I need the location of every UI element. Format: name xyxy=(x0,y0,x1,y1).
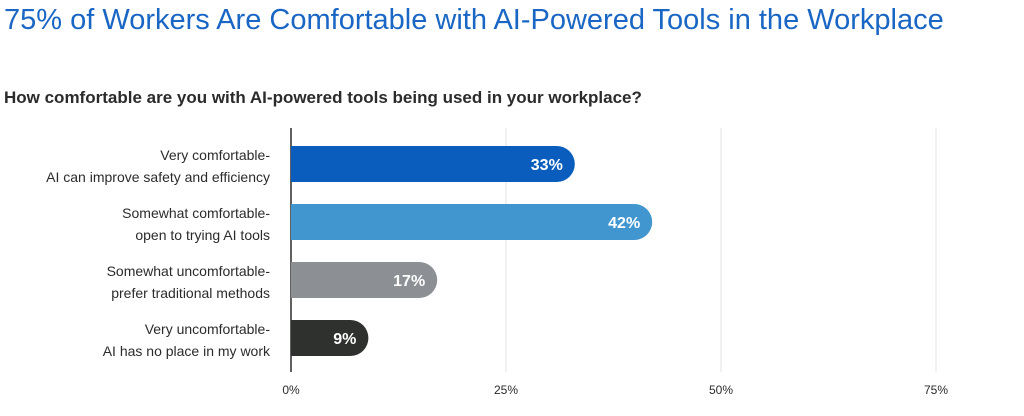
bar-value-label: 42% xyxy=(608,215,640,232)
category-label: Somewhat uncomfortable- xyxy=(107,263,271,279)
category-label: Very comfortable- xyxy=(160,147,270,163)
category-sublabel: AI has no place in my work xyxy=(103,343,271,359)
x-tick-label: 75% xyxy=(924,383,948,397)
bar xyxy=(291,146,575,182)
category-sublabel: open to trying AI tools xyxy=(135,227,270,243)
bar xyxy=(291,320,369,356)
category-label: Very uncomfortable- xyxy=(145,321,271,337)
bar-value-label: 33% xyxy=(531,157,563,174)
bar xyxy=(291,204,653,240)
chart-title: 75% of Workers Are Comfortable with AI-P… xyxy=(4,4,944,36)
x-tick-label: 50% xyxy=(709,383,733,397)
x-tick-label: 0% xyxy=(282,383,300,397)
category-label: Somewhat comfortable- xyxy=(122,205,270,221)
bar xyxy=(291,262,438,298)
x-tick-label: 25% xyxy=(494,383,518,397)
category-sublabel: prefer traditional methods xyxy=(111,285,270,301)
category-sublabel: AI can improve safety and efficiency xyxy=(46,169,270,185)
bar-value-label: 9% xyxy=(333,331,356,348)
bar-value-label: 17% xyxy=(393,273,425,290)
chart-subtitle: How comfortable are you with AI-powered … xyxy=(4,88,642,107)
